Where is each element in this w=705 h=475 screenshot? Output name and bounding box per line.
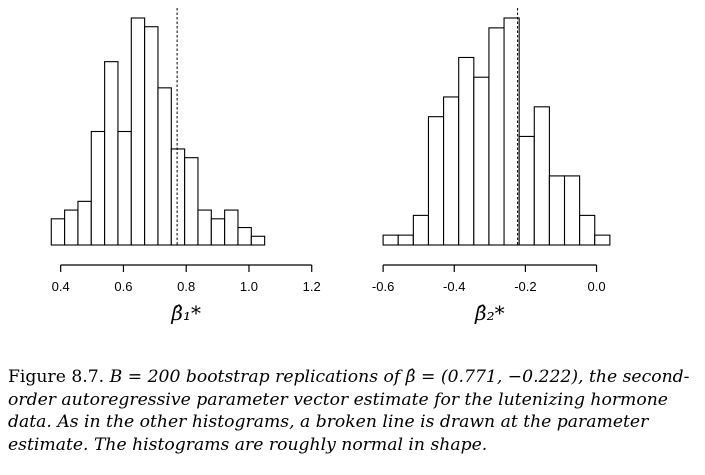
- x-tick-label: 1.2: [303, 279, 321, 294]
- histogram-bar: [184, 157, 199, 246]
- x-tick-label: 0.0: [587, 279, 605, 294]
- histogram-panel-2: -0.6 -0.4 -0.2 0.0 β̂₂*: [372, 8, 611, 325]
- histogram-bar: [64, 209, 79, 246]
- figure-area: 0.4 0.6 0.8 1.0 1.2 β̂₁* -0.6 -0.4 -0.2 0.0 β̂₂*: [50, 8, 611, 325]
- x-tick-label: 1.0: [240, 279, 258, 294]
- x-tick-label: -0.4: [443, 279, 465, 294]
- histogram-bar: [50, 218, 66, 246]
- histogram-bar: [488, 27, 505, 246]
- caption-text: B = 200 bootstrap replications of β̂ = (…: [8, 367, 690, 455]
- histogram-bar: [503, 17, 520, 246]
- x-tick-label: -0.2: [514, 279, 536, 294]
- histogram-bar: [397, 234, 414, 246]
- x-tick-label: 0.6: [114, 279, 132, 294]
- histogram-bar: [237, 226, 252, 246]
- histogram-bar: [210, 218, 226, 246]
- histogram-bar: [412, 214, 430, 246]
- histogram-bar: [90, 130, 106, 246]
- histogram-bar: [170, 148, 186, 246]
- histogram-bar: [157, 87, 172, 246]
- histogram-bar: [250, 235, 266, 246]
- histogram-bar: [130, 17, 146, 246]
- histogram-panel-1: 0.4 0.6 0.8 1.0 1.2 β̂₁*: [50, 8, 321, 325]
- histogram-bar: [594, 234, 611, 246]
- histogram-bar: [458, 56, 475, 246]
- histogram-bar: [443, 96, 460, 246]
- histogram-bar: [117, 130, 132, 246]
- histogram-bar: [473, 76, 490, 246]
- histogram-bar: [382, 234, 399, 246]
- x-tick-label: 0.4: [52, 279, 70, 294]
- histogram-bar: [518, 135, 535, 246]
- histogram-bar: [144, 26, 159, 246]
- histogram-bar: [224, 209, 239, 246]
- histogram-bar: [104, 61, 119, 246]
- x-axis-label: β̂₂*: [474, 301, 505, 325]
- histogram-bar: [548, 175, 566, 246]
- histogram-bar: [77, 200, 92, 246]
- histogram-bar: [563, 175, 581, 246]
- x-tick-label: 0.8: [177, 279, 195, 294]
- x-axis-label: β̂₁*: [170, 301, 201, 325]
- histogram-bar: [579, 214, 596, 246]
- figure-caption: Figure 8.7. B = 200 bootstrap replicatio…: [8, 366, 698, 456]
- caption-label: Figure 8.7.: [8, 367, 105, 387]
- histogram-bar: [427, 116, 445, 246]
- histogram-bar: [533, 106, 550, 246]
- histograms-svg: 0.4 0.6 0.8 1.0 1.2 β̂₁* -0.6 -0.4 -0.2 0.0 β̂₂*: [50, 8, 611, 325]
- x-tick-label: -0.6: [372, 279, 394, 294]
- histogram-bar: [197, 209, 212, 246]
